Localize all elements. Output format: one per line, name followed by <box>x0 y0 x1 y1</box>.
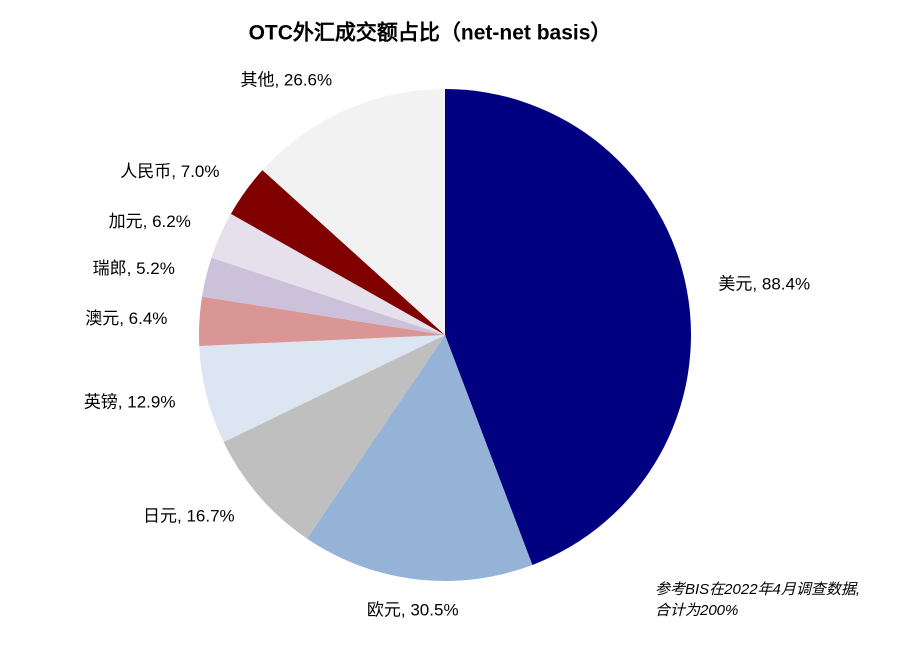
pie-slice <box>223 335 445 539</box>
pie-slice <box>230 170 445 335</box>
chart-title: OTC外汇成交额占比（net-net basis） <box>249 21 612 45</box>
note: 参考BIS在2022年4月调查数据, <box>655 581 860 598</box>
slice-label: 欧元, 30.5% <box>367 601 459 620</box>
slice-label: 美元, 88.4% <box>718 274 810 293</box>
slice-label: 加元, 6.2% <box>109 212 191 231</box>
pie-slice <box>211 213 445 335</box>
pie-slice <box>445 89 691 565</box>
slice-label: 日元, 16.7% <box>143 506 235 525</box>
note: 合计为200% <box>655 602 738 619</box>
pie-slice <box>199 335 445 443</box>
pie-slice <box>262 89 445 335</box>
slice-label: 英镑, 12.9% <box>84 393 176 412</box>
pie-slice <box>306 335 533 581</box>
slice-label: 其他, 26.6% <box>240 70 332 89</box>
slice-label: 人民币, 7.0% <box>120 162 219 181</box>
pie-slice <box>199 296 445 347</box>
slice-label: 瑞郎, 5.2% <box>93 259 175 278</box>
slice-label: 澳元, 6.4% <box>85 309 167 328</box>
pie-slice <box>202 257 445 335</box>
